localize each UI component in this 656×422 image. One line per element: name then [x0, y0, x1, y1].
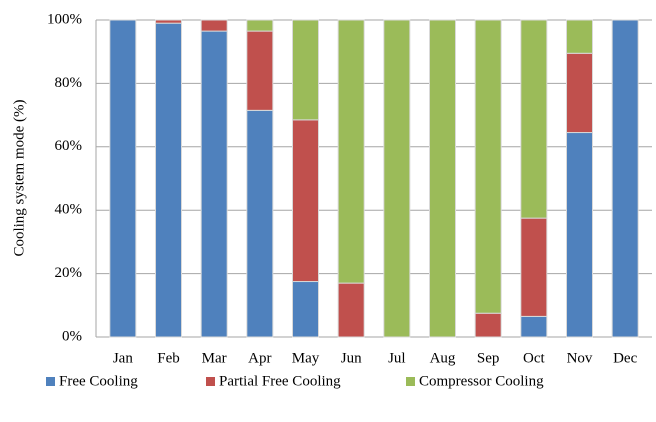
x-tick-label: Mar: [202, 350, 227, 366]
x-tick-label: Dec: [613, 350, 637, 366]
bar-segment: [246, 109, 274, 338]
x-tick-label: Jan: [113, 350, 133, 366]
bar-segment: [337, 282, 365, 338]
y-tick-label: 0%: [62, 328, 82, 344]
y-tick-label: 20%: [55, 265, 83, 281]
bar-segment: [520, 217, 548, 317]
bar-segment: [109, 19, 137, 338]
x-tick-label: Aug: [430, 350, 456, 366]
bar-segment: [292, 19, 319, 121]
bar-segment: [246, 30, 274, 111]
x-tick-label: Apr: [248, 350, 271, 366]
bar-segment: [292, 119, 319, 283]
bar-segment: [474, 19, 502, 314]
y-tick-label: 60%: [55, 138, 83, 154]
y-axis-label: Cooling system mode (%): [11, 99, 27, 256]
legend-label: Free Cooling: [59, 373, 138, 389]
bar-segment: [292, 281, 319, 338]
legend-label: Partial Free Cooling: [219, 373, 341, 389]
bar-segment: [155, 22, 182, 338]
legend-swatch: [206, 377, 215, 386]
x-tick-label: Oct: [523, 350, 545, 366]
bar-segment: [474, 312, 502, 338]
bar-segment: [246, 19, 274, 32]
x-tick-label: Feb: [157, 350, 180, 366]
legend-label: Compressor Cooling: [419, 373, 544, 389]
bar-segment: [520, 19, 548, 219]
y-tick-label: 100%: [47, 11, 82, 27]
bar-segment: [520, 315, 548, 338]
legend-swatch: [406, 377, 415, 386]
x-tick-label: May: [292, 350, 320, 366]
bar-segment: [200, 19, 228, 32]
legend-swatch: [46, 377, 55, 386]
bar-segment: [155, 19, 182, 24]
x-tick-label: Sep: [477, 350, 500, 366]
x-tick-label: Nov: [567, 350, 593, 366]
y-tick-label: 80%: [55, 75, 83, 91]
x-tick-label: Jul: [388, 350, 406, 366]
bar-segment: [200, 30, 228, 338]
y-tick-label: 40%: [55, 202, 83, 218]
x-tick-label: Jun: [341, 350, 362, 366]
bar-segment: [611, 19, 639, 338]
bar-segment: [566, 132, 593, 338]
bar-segment: [337, 19, 365, 284]
bar-segment: [383, 19, 411, 338]
bar-segment: [429, 19, 456, 338]
bar-segment: [566, 52, 593, 134]
bar-segment: [566, 19, 593, 54]
